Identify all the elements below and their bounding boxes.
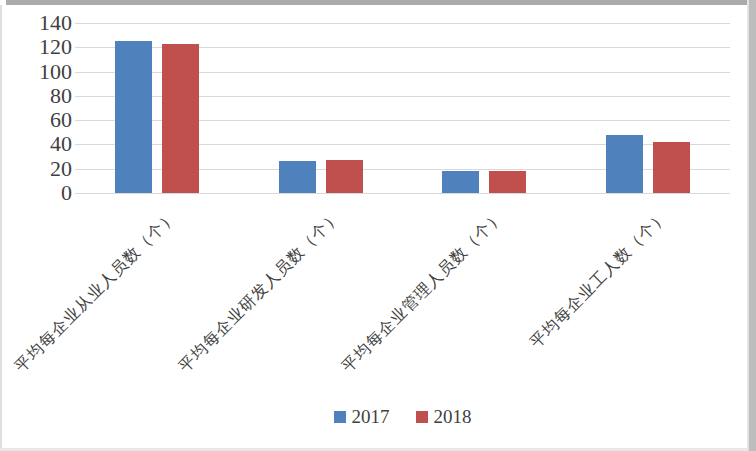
- legend-label: 2018: [434, 406, 472, 428]
- chart-legend: 2017 2018: [75, 406, 730, 428]
- legend-swatch-icon: [416, 411, 428, 423]
- bar-chart: 2017 2018 020406080100120140 平均每企业从业人员数（个）…: [0, 0, 756, 451]
- y-axis-tick-label: 80: [12, 84, 72, 108]
- x-axis-category-label: 平均每企业管理人员数（个）: [338, 206, 509, 377]
- legend-label: 2017: [352, 406, 390, 428]
- bar-2017-category-4: [606, 135, 643, 193]
- legend-item-2018: 2018: [416, 406, 472, 428]
- bar-2018-category-2: [326, 160, 363, 193]
- legend-item-2017: 2017: [334, 406, 390, 428]
- gridline-140: [75, 23, 730, 24]
- y-axis-tick-label: 20: [12, 157, 72, 181]
- bar-2017-category-1: [115, 41, 152, 193]
- window-edge-top: [6, 0, 756, 5]
- bar-2017-category-3: [442, 171, 479, 193]
- x-axis-category-label: 平均每企业从业人员数（个）: [11, 206, 182, 377]
- x-axis-category-label: 平均每企业工人数（个）: [526, 206, 673, 353]
- x-axis-category-label: 平均每企业研发人员数（个）: [174, 206, 345, 377]
- bar-2018-category-3: [489, 171, 526, 193]
- window-edge-left: [0, 5, 2, 448]
- y-axis-tick-label: 120: [12, 35, 72, 59]
- bar-2018-category-4: [653, 142, 690, 193]
- bar-2017-category-2: [279, 161, 316, 193]
- y-axis-tick-label: 100: [12, 60, 72, 84]
- y-axis-tick-label: 40: [12, 132, 72, 156]
- gridline-0: [75, 193, 730, 194]
- y-axis-tick-label: 140: [12, 11, 72, 35]
- y-axis-tick-label: 0: [12, 181, 72, 205]
- y-axis-tick-label: 60: [12, 108, 72, 132]
- legend-swatch-icon: [334, 411, 346, 423]
- window-edge-right: [747, 0, 756, 451]
- bar-2018-category-1: [162, 44, 199, 193]
